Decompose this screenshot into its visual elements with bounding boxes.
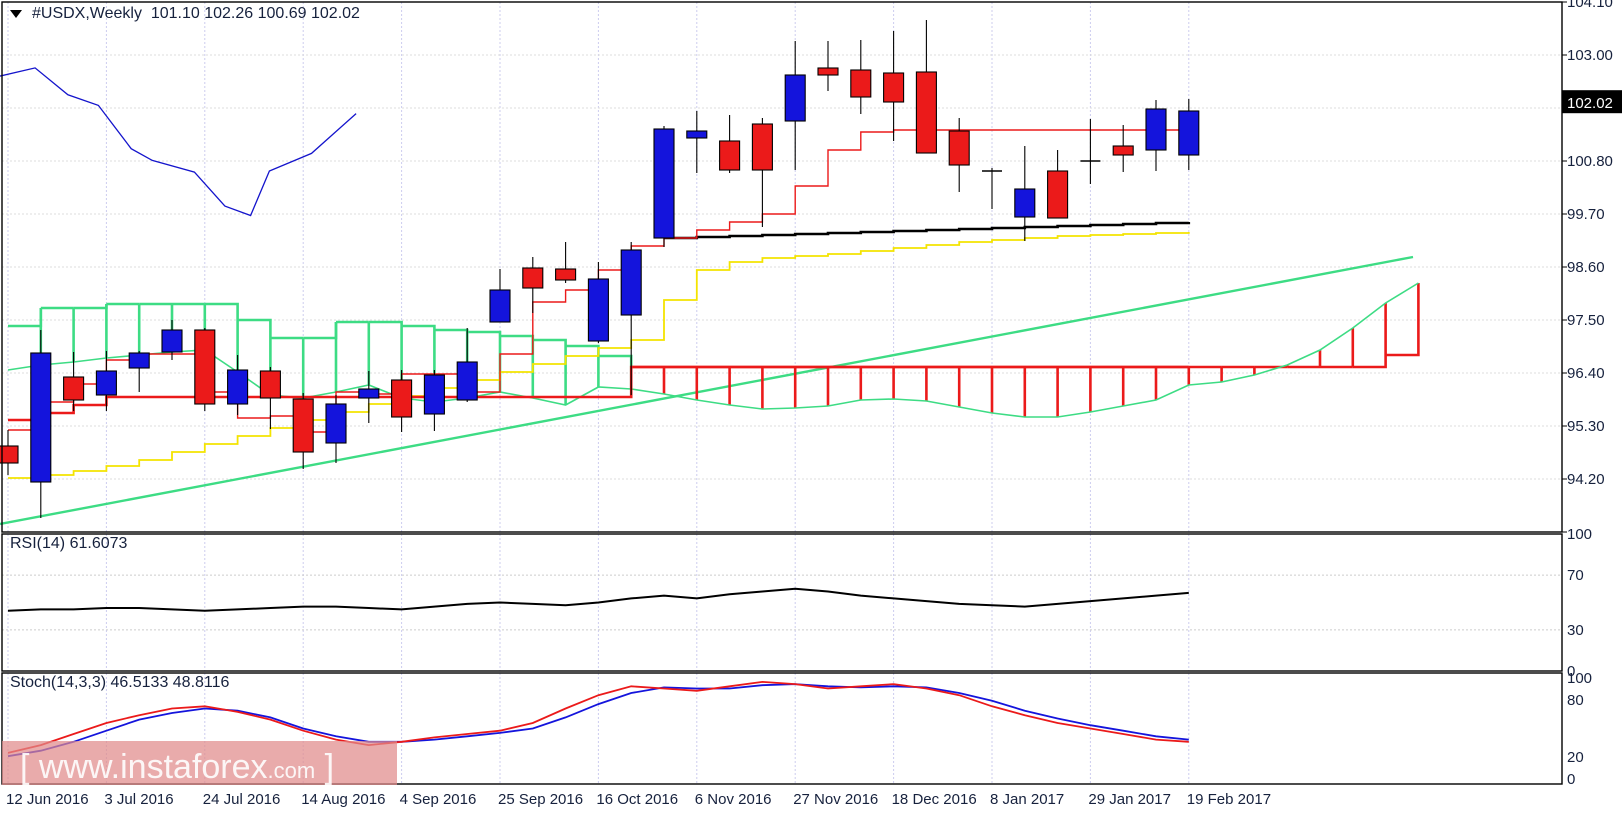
svg-text:102.02: 102.02 (1567, 95, 1613, 112)
svg-text:99.70: 99.70 (1567, 206, 1605, 223)
svg-text:100: 100 (1567, 526, 1592, 543)
svg-text:6 Nov 2016: 6 Nov 2016 (695, 791, 772, 808)
svg-text:0: 0 (1567, 771, 1575, 788)
svg-text:19 Feb 2017: 19 Feb 2017 (1187, 791, 1271, 808)
svg-text:16 Oct 2016: 16 Oct 2016 (596, 791, 678, 808)
svg-text:30: 30 (1567, 622, 1584, 639)
svg-text:20: 20 (1567, 749, 1584, 766)
svg-text:4 Sep 2016: 4 Sep 2016 (400, 791, 477, 808)
svg-text:18 Dec 2016: 18 Dec 2016 (892, 791, 977, 808)
svg-text:100.80: 100.80 (1567, 153, 1613, 170)
svg-text:96.40: 96.40 (1567, 365, 1605, 382)
svg-text:100: 100 (1567, 670, 1592, 687)
svg-text:#USDX,Weekly 101.10 102.26 10: #USDX,Weekly 101.10 102.26 100.69 102.02 (32, 5, 360, 22)
svg-text:98.60: 98.60 (1567, 259, 1605, 276)
svg-text:70: 70 (1567, 567, 1584, 584)
svg-text:97.50: 97.50 (1567, 312, 1605, 329)
svg-text:104.10: 104.10 (1567, 0, 1613, 11)
svg-text:24 Jul 2016: 24 Jul 2016 (203, 791, 281, 808)
svg-text:95.30: 95.30 (1567, 418, 1605, 435)
svg-text:Stoch(14,3,3) 46.5133 48.8116: Stoch(14,3,3) 46.5133 48.8116 (10, 674, 230, 691)
svg-text:80: 80 (1567, 692, 1584, 709)
svg-text:103.00: 103.00 (1567, 47, 1613, 64)
svg-text:94.20: 94.20 (1567, 471, 1605, 488)
svg-text:RSI(14) 61.6073: RSI(14) 61.6073 (10, 535, 128, 552)
svg-text:12 Jun 2016: 12 Jun 2016 (6, 791, 89, 808)
svg-text:27 Nov 2016: 27 Nov 2016 (793, 791, 878, 808)
svg-text:8 Jan 2017: 8 Jan 2017 (990, 791, 1064, 808)
svg-text:25 Sep 2016: 25 Sep 2016 (498, 791, 583, 808)
svg-text:14 Aug 2016: 14 Aug 2016 (301, 791, 385, 808)
svg-text:3 Jul 2016: 3 Jul 2016 (104, 791, 173, 808)
svg-text:29 Jan 2017: 29 Jan 2017 (1088, 791, 1171, 808)
